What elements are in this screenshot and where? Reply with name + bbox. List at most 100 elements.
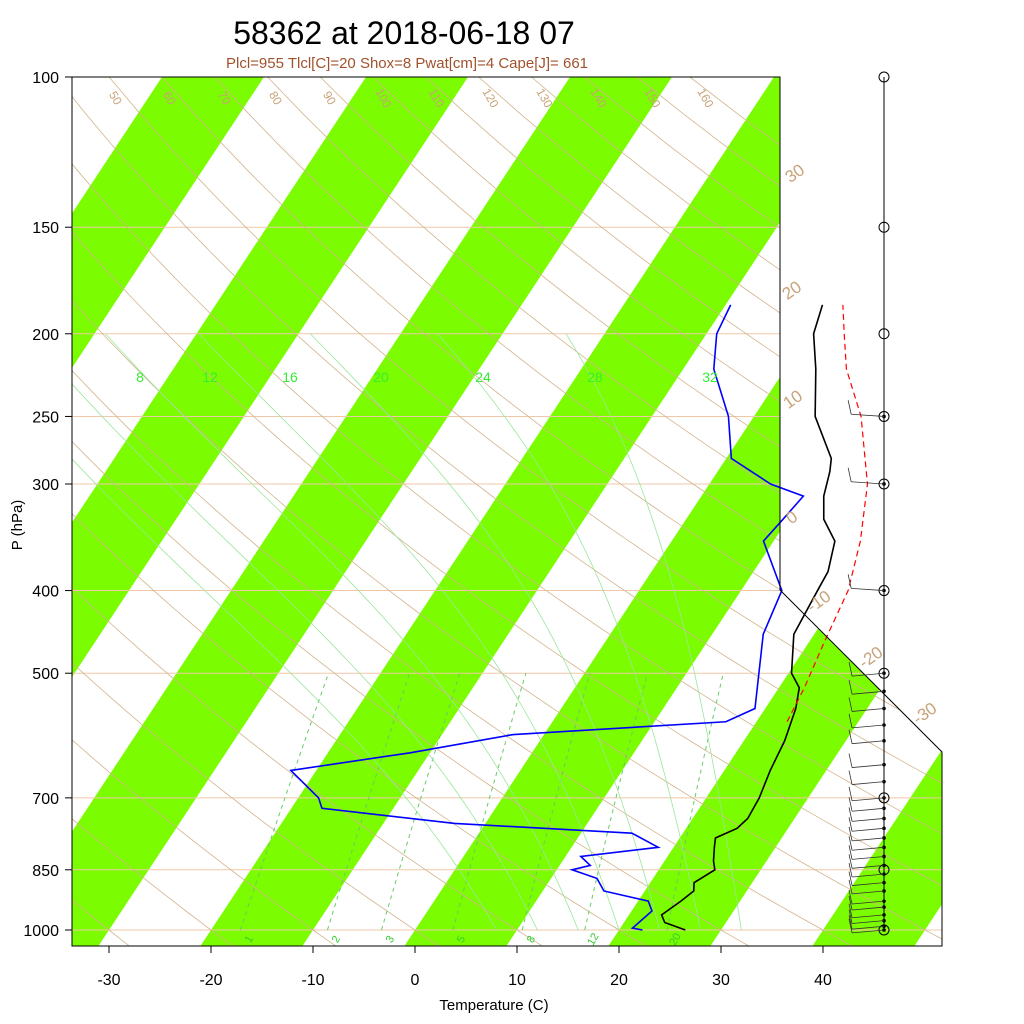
- mixing-ratio-label: 8: [525, 934, 538, 945]
- mixing-ratio-line: [584, 673, 648, 931]
- wind-barb: [852, 900, 885, 905]
- wind-barb-feather: [848, 915, 853, 930]
- plot-frame: [71, 76, 943, 947]
- wind-barb: [852, 690, 885, 695]
- chart-title: 58362 at 2018-06-18 07: [233, 15, 575, 51]
- isotherm-label: -20: [855, 643, 886, 673]
- wind-barb-feather: [848, 662, 853, 677]
- wind-barb-feather: [848, 680, 853, 695]
- dry-adiabat: [72, 77, 942, 946]
- x-tick-label: -20: [199, 972, 222, 989]
- mixing-ratio-label: 2: [330, 934, 343, 945]
- mixing-ratio-line: [521, 673, 591, 931]
- wind-barb: [851, 587, 885, 591]
- dry-adiabat: [72, 77, 236, 946]
- dry-adiabat: [72, 77, 340, 946]
- y-tick-label: 400: [32, 584, 59, 601]
- y-tick-label: 200: [32, 327, 59, 344]
- wind-barb: [852, 906, 885, 911]
- wind-barb-feather: [848, 836, 853, 851]
- mixing-ratio-label: 20: [667, 931, 684, 948]
- y-tick-label: 700: [32, 791, 59, 808]
- parcel-profile: [786, 304, 869, 723]
- isotherm-label: 30: [782, 160, 808, 186]
- isotherm-bands: [72, 77, 1024, 946]
- moist-adiabat: [437, 333, 701, 931]
- wind-barb-feather: [848, 753, 853, 768]
- wind-barb: [852, 846, 885, 851]
- isotherm-label: -10: [803, 587, 834, 617]
- wind-barb: [852, 672, 885, 677]
- wind-barb: [852, 764, 885, 768]
- dry-adiabat: [267, 77, 942, 946]
- mixing-ratio-line: [381, 673, 461, 931]
- isotherm-label: 0: [783, 507, 802, 528]
- wind-barb: [852, 856, 885, 860]
- wind-barb-feather: [848, 889, 853, 905]
- wind-barb-feather: [847, 467, 852, 482]
- wind-barb: [852, 797, 885, 802]
- wind-barb-feather: [848, 918, 853, 933]
- moist-adiabat-label: 16: [282, 369, 298, 385]
- wind-barb: [852, 865, 885, 869]
- wind-barb: [852, 837, 885, 842]
- wind-barb-feather: [848, 909, 853, 924]
- dry-adiabat: [72, 77, 942, 946]
- mixing-ratio-line: [326, 673, 411, 931]
- moist-adiabat: [198, 333, 620, 931]
- wind-barb-feather: [848, 713, 853, 728]
- x-tick-label: 10: [508, 972, 526, 989]
- wind-barb: [852, 740, 885, 745]
- wind-barb: [852, 827, 885, 832]
- wind-barb: [851, 481, 885, 485]
- wind-barb: [852, 708, 885, 712]
- y-axis-label: P (hPa): [9, 500, 26, 551]
- dry-adiabat: [72, 77, 942, 946]
- wind-level-circle: [878, 71, 890, 83]
- moist-adiabat-label: 24: [475, 369, 491, 385]
- wind-barb: [852, 882, 885, 886]
- wind-barb-feather: [848, 903, 853, 918]
- moist-adiabat-label: 32: [702, 369, 718, 385]
- mixing-ratio-label: 12: [585, 931, 602, 948]
- wind-barb-feather: [848, 871, 853, 886]
- mixing-ratio-line: [666, 673, 724, 931]
- dry-adiabat-label: 90: [320, 89, 339, 108]
- isotherm-band: [1016, 77, 1024, 946]
- x-tick-label: 20: [610, 972, 628, 989]
- moist-adiabat: [309, 333, 661, 931]
- mixing-ratio-label: 5: [455, 934, 468, 945]
- wind-level-circle: [878, 221, 890, 233]
- dry-adiabat-label: 50: [106, 89, 125, 108]
- moist-adiabat-label: 20: [373, 369, 389, 385]
- dry-adiabat: [161, 77, 942, 946]
- isotherm-label: 20: [779, 277, 805, 303]
- wind-barb-feather: [848, 697, 853, 712]
- moist-adiabat-label: 12: [202, 369, 218, 385]
- y-tick-label: 150: [32, 220, 59, 237]
- dewpoint-profile: [289, 304, 805, 931]
- wind-barb-feather: [848, 729, 853, 744]
- wind-barb-feather: [848, 826, 853, 841]
- dry-adiabat: [320, 77, 942, 946]
- chart-subtitle: Plcl=955 Tlcl[C]=20 Shox=8 Pwat[cm]=4 Ca…: [226, 55, 588, 72]
- wind-barb-feather: [848, 845, 853, 860]
- isotherm-band: [72, 77, 264, 946]
- temperature-profile: [660, 304, 836, 931]
- sounding-profiles: [289, 304, 869, 931]
- y-tick-label: 250: [32, 409, 59, 426]
- wind-barb-feather: [848, 786, 853, 801]
- wind-barb-feather: [848, 879, 853, 894]
- moist-adiabat-label: 8: [136, 369, 144, 385]
- wind-barb: [852, 920, 885, 924]
- mixing-ratio-line: [239, 673, 329, 931]
- isotherm-band: [812, 77, 942, 946]
- wind-barb: [852, 724, 885, 729]
- wind-barb: [852, 873, 885, 878]
- dry-adiabat: [72, 77, 443, 946]
- isotherm-label: 10: [780, 386, 806, 412]
- mixing-ratio-label: 1: [243, 934, 256, 945]
- x-tick-label: -10: [301, 972, 324, 989]
- wind-barb: [852, 781, 885, 785]
